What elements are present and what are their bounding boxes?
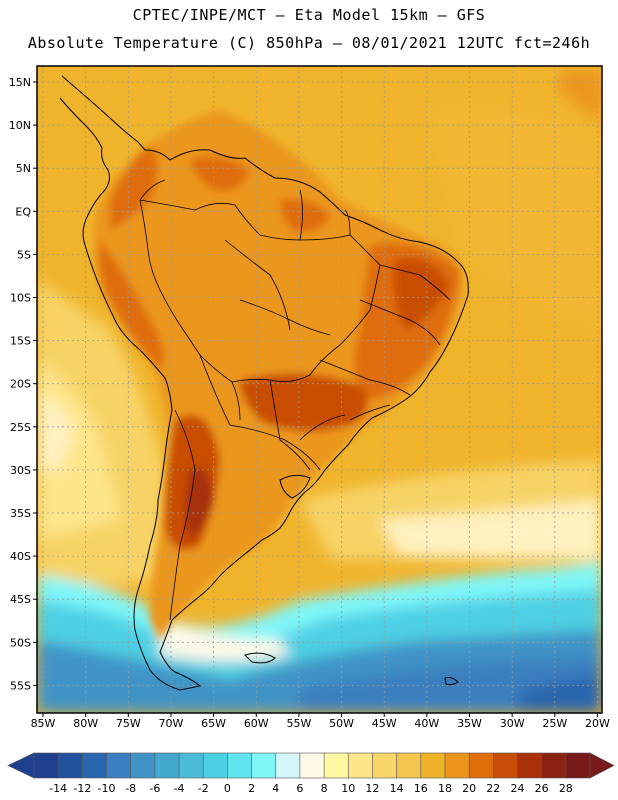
- lat-label: 5N: [16, 162, 31, 175]
- colorbar-label: 20: [462, 782, 476, 795]
- colorbar-arrow-low: [7, 752, 35, 779]
- lon-label: 85W: [31, 717, 56, 730]
- lon-label: 45W: [372, 717, 397, 730]
- lat-label: 10S: [10, 292, 31, 305]
- lon-label: 70W: [159, 717, 184, 730]
- colorbar-swatch: [251, 752, 277, 779]
- coastlines: [59, 75, 469, 691]
- lat-label: 15S: [10, 335, 31, 348]
- latitude-axis: 15N 10N 5N EQ 5S 10S 15S 20S 25S 30S 35S 40S 45S 50S 5…: [9, 76, 37, 692]
- lon-label: 20W: [585, 717, 610, 730]
- lon-label: 65W: [201, 717, 226, 730]
- colorbar-swatch: [323, 752, 349, 779]
- colorbar-swatch: [372, 752, 398, 779]
- colorbar-swatch: [347, 752, 374, 779]
- lat-label: 55S: [10, 679, 31, 692]
- lat-label: EQ: [15, 205, 31, 218]
- colorbar-label: -12: [73, 782, 91, 795]
- lat-label: 30S: [10, 464, 31, 477]
- colorbar-swatch: [82, 752, 108, 779]
- colorbar-swatch: [106, 752, 132, 779]
- colorbar-label: -2: [198, 782, 209, 795]
- lon-label: 80W: [73, 717, 98, 730]
- colorbar-label: -14: [49, 782, 67, 795]
- lat-label: 20S: [10, 378, 31, 391]
- colorbar-label: 10: [341, 782, 355, 795]
- colorbar-label: 12: [365, 782, 379, 795]
- colorbar-label: 6: [296, 782, 303, 795]
- lat-label: 45S: [10, 593, 31, 606]
- map-frame: [36, 65, 603, 714]
- colorbar-arrow-high: [589, 752, 615, 779]
- temperature-field: [37, 66, 602, 713]
- longitude-axis: 85W 80W 75W 70W 65W 60W 55W 50W 45W 40W 35W 30W 25W 2…: [31, 713, 610, 730]
- colorbar-swatch: [275, 752, 301, 779]
- colorbar-label: 4: [272, 782, 279, 795]
- lat-label: 25S: [10, 421, 31, 434]
- lat-label: 40S: [10, 550, 31, 563]
- lat-label: 50S: [10, 636, 31, 649]
- colorbar-swatch: [227, 752, 253, 779]
- lat-label: 5S: [17, 248, 31, 261]
- chart-title-line-2: Absolute Temperature (C) 850hPa – 08/01/…: [27, 34, 591, 52]
- colorbar-label: -6: [149, 782, 160, 795]
- colorbar-label: 0: [224, 782, 231, 795]
- colorbar-label: 2: [248, 782, 255, 795]
- colorbar-label: 14: [390, 782, 404, 795]
- colorbar-swatch: [178, 752, 204, 779]
- lon-label: 75W: [116, 717, 141, 730]
- colorbar-label: 8: [321, 782, 328, 795]
- colorbar-label: -4: [174, 782, 185, 795]
- colorbar-swatch: [202, 752, 228, 779]
- chart-title-line-1: CPTEC/INPE/MCT – Eta Model 15km – GFS: [132, 6, 486, 24]
- lon-label: 35W: [457, 717, 482, 730]
- colorbar-label: 28: [559, 782, 573, 795]
- lat-label: 10N: [9, 119, 31, 132]
- country-borders: [139, 179, 451, 621]
- lon-label: 30W: [500, 717, 525, 730]
- lat-label: 15N: [9, 76, 31, 89]
- colorbar-label: 18: [438, 782, 452, 795]
- lon-label: 60W: [244, 717, 269, 730]
- colorbar-label: -8: [125, 782, 136, 795]
- colorbar-label: 16: [414, 782, 428, 795]
- lon-label: 55W: [286, 717, 311, 730]
- colorbar-swatch: [33, 752, 59, 779]
- colorbar-swatch: [468, 752, 494, 779]
- colorbar-swatch: [420, 752, 446, 779]
- grid-lines: [37, 66, 602, 713]
- colorbar-swatch: [154, 752, 180, 779]
- colorbar-label: -10: [98, 782, 116, 795]
- colorbar-label: 22: [486, 782, 500, 795]
- colorbar-swatch: [299, 752, 325, 779]
- colorbar-swatch: [565, 752, 591, 779]
- lon-label: 40W: [414, 717, 439, 730]
- colorbar-label: 26: [535, 782, 549, 795]
- lon-label: 50W: [329, 717, 354, 730]
- colorbar-swatch: [517, 752, 543, 779]
- colorbar-swatch: [130, 752, 156, 779]
- colorbar-swatch: [493, 752, 519, 779]
- colorbar-swatch: [541, 752, 567, 779]
- lon-label: 25W: [542, 717, 567, 730]
- colorbar-swatch: [57, 752, 83, 779]
- colorbar-label: 24: [510, 782, 524, 795]
- colorbar-swatch: [396, 752, 422, 779]
- colorbar-swatch: [444, 752, 470, 779]
- colorbar: -14 -12 -10 -8 -6 -4 -2 0 2 4 6 8 10 12 14 16 18 20 22 24 26…: [7, 752, 615, 795]
- lat-label: 35S: [10, 507, 31, 520]
